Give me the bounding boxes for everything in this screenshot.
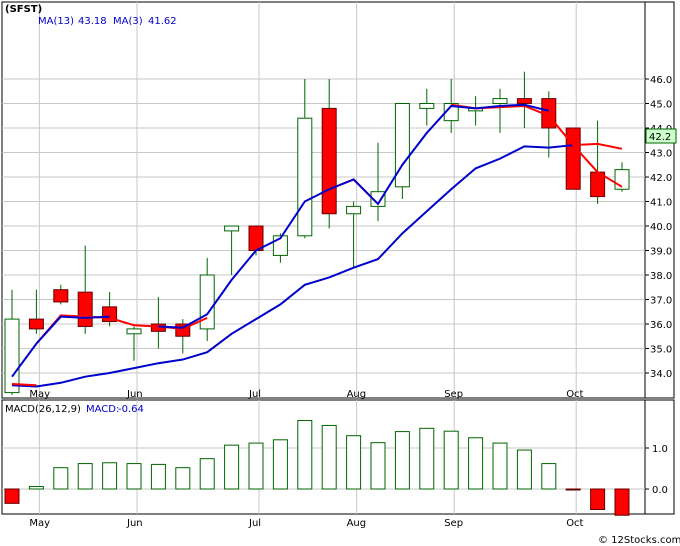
ma3-line-seg: [35, 314, 208, 345]
macd-bar-positive: [492, 442, 508, 490]
x-tick-label: May: [29, 389, 50, 400]
candle-body-up: [224, 225, 240, 232]
last-price-label: 42.2: [649, 132, 671, 143]
macd-tick-label: 0.0: [652, 485, 668, 496]
x-tick-label: Sep: [444, 518, 463, 529]
macd-bar-positive: [297, 420, 313, 490]
ma3-line-seg: [11, 383, 37, 387]
macd-bar-positive: [28, 486, 44, 490]
price-tick-label: 42.0: [650, 173, 672, 184]
macd-bar-positive: [126, 463, 142, 490]
ma13-value: 43.18: [78, 16, 107, 27]
price-panel-frame: [1, 1, 675, 399]
macd-bar-negative: [4, 488, 20, 504]
macd-bar-positive: [468, 437, 484, 490]
price-tick-label: 34.0: [650, 369, 672, 380]
macd-bar-positive: [370, 442, 386, 490]
candle-body-up: [126, 328, 142, 335]
price-tick-label: 39.0: [650, 247, 672, 258]
ma-long-line: [11, 144, 574, 388]
x-tick-label: Jul: [248, 518, 261, 529]
candle-body-down: [321, 107, 337, 215]
macd-value-label: MACD:: [86, 404, 119, 415]
grid: [2, 2, 649, 514]
price-tick-label: 35.0: [650, 345, 672, 356]
x-tick-label: Aug: [347, 518, 367, 529]
candle-body-down: [77, 291, 93, 327]
candle-body-down: [516, 98, 532, 104]
candle-body-up: [297, 117, 313, 237]
macd-bar-negative: [565, 488, 581, 491]
macd-bar-positive: [53, 467, 69, 490]
candle-body-down: [565, 127, 581, 190]
macd-tick-label: 1.0: [652, 444, 668, 455]
x-tick-label: Sep: [444, 389, 463, 400]
macd-bar-positive: [224, 444, 240, 490]
x-tick-label: Aug: [347, 389, 367, 400]
ma3-line-seg: [572, 144, 623, 188]
candle-body-down: [53, 289, 69, 303]
ma13-label: MA(13): [38, 16, 74, 27]
macd-bar-negative: [590, 488, 606, 510]
macd-bar-positive: [175, 467, 191, 490]
macd-bar-positive: [199, 458, 215, 490]
x-tick-label: Oct: [566, 518, 583, 529]
macd-bar-positive: [394, 431, 410, 490]
macd-bar-positive: [272, 439, 288, 490]
macd-bar-positive: [346, 435, 362, 490]
candle-body-up: [346, 205, 362, 215]
watermark: © 12Stocks.com: [598, 535, 680, 546]
price-tick-label: 40.0: [650, 222, 672, 233]
macd-value: -0.64: [118, 404, 144, 415]
candle-body-up: [492, 98, 508, 104]
macd-panel-frame: [1, 399, 675, 515]
macd-label: MACD(26,12,9): [5, 404, 81, 415]
x-tick-label: May: [29, 518, 50, 529]
ma3-label: MA(3): [113, 16, 143, 27]
macd-bar-positive: [150, 463, 166, 490]
macd-bar-positive: [516, 449, 532, 490]
ma13-line-seg: [158, 103, 550, 329]
candle-body-up: [443, 103, 459, 122]
candle-body-up: [419, 103, 435, 109]
axis-labels: 34.0 35.0 36.0 37.0 38.0 39.0 40.0 41.0 42.0 43.0…: [29, 75, 672, 529]
macd-bars: [4, 420, 630, 516]
macd-bar-positive: [443, 430, 459, 490]
candle-body-down: [248, 225, 264, 251]
x-tick-label: Oct: [566, 389, 583, 400]
macd-bar-positive: [419, 427, 435, 490]
x-tick-label: Jul: [248, 389, 261, 400]
candle-body-down: [28, 318, 44, 330]
macd-bar-positive: [541, 463, 557, 490]
candle-body-up: [370, 191, 386, 207]
macd-bar-negative: [614, 488, 630, 516]
macd-bar-positive: [321, 424, 337, 490]
x-tick-label: Jun: [126, 389, 143, 400]
moving-average-lines: [11, 103, 623, 388]
price-tick-label: 41.0: [650, 198, 672, 209]
candle-body-up: [394, 103, 410, 188]
price-tick-label: 38.0: [650, 271, 672, 282]
price-tick-label: 45.0: [650, 100, 672, 111]
last-price-box: [645, 128, 677, 144]
ma13-line-seg: [11, 315, 110, 378]
x-tick-label: Jun: [126, 518, 143, 529]
ma3-value: 41.62: [148, 16, 177, 27]
macd-bar-positive: [102, 462, 118, 490]
symbol-label: (SFST): [5, 4, 42, 15]
macd-bar-positive: [77, 463, 93, 490]
price-tick-label: 46.0: [650, 75, 672, 86]
macd-bar-positive: [248, 442, 264, 490]
price-tick-label: 37.0: [650, 296, 672, 307]
price-tick-label: 36.0: [650, 320, 672, 331]
candle-body-up: [4, 318, 20, 394]
price-tick-label: 43.0: [650, 149, 672, 160]
